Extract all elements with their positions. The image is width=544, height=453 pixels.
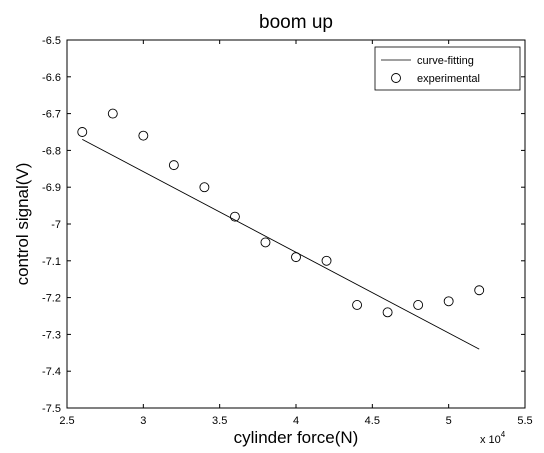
experimental-point [382, 307, 393, 318]
y-tick-label: -6.9 [42, 182, 61, 194]
y-tick-label: -7.5 [42, 403, 61, 415]
x-tick-label: 5 [446, 415, 452, 427]
x-tick-label: 3.5 [212, 415, 227, 427]
curve-fitting-series [82, 138, 480, 350]
y-tick-label: -7.4 [42, 366, 61, 378]
y-tick-label: -7 [51, 219, 61, 231]
legend: curve-fitting experimental [374, 46, 521, 91]
experimental-point [413, 300, 424, 310]
axis-ticks: 2.5 3 3.5 4 4.5 5 5.5 -6.5 -6.6 -6.7 -6.8 -6.9 -7 -7.… [42, 35, 533, 427]
y-tick-label: -7.3 [42, 329, 61, 341]
y-axis-label: control signal(V) [13, 163, 32, 286]
experimental-point [199, 182, 210, 193]
legend-marker-swatch [391, 73, 401, 83]
legend-box [374, 46, 521, 91]
curve-fitting-line [82, 138, 480, 350]
plot-area [66, 39, 526, 409]
experimental-point [291, 252, 301, 263]
experimental-point [168, 160, 179, 171]
experimental-point [77, 127, 88, 137]
experimental-point [260, 237, 271, 248]
y-tick-label: -7.1 [42, 256, 61, 268]
legend-label-experimental: experimental [417, 73, 480, 85]
experimental-series [77, 108, 485, 318]
x-tick-label: 4 [293, 415, 299, 427]
x-tick-label: 2.5 [59, 415, 74, 427]
x-multiplier-exponent: 4 [501, 430, 506, 439]
experimental-point [321, 255, 332, 266]
chart-title: boom up [259, 12, 333, 33]
y-tick-label: -7.2 [42, 293, 61, 305]
y-tick-label: -6.5 [42, 35, 61, 47]
experimental-point [443, 296, 454, 307]
x-tick-label: 5.5 [517, 415, 532, 427]
experimental-point [352, 300, 363, 310]
x-multiplier-base: x 10 [480, 434, 501, 446]
legend-label-curve-fitting: curve-fitting [417, 55, 474, 67]
experimental-point [229, 211, 240, 222]
y-tick-label: -6.8 [42, 145, 61, 157]
x-tick-label: 3 [140, 415, 146, 427]
experimental-point [138, 130, 149, 141]
y-tick-label: -6.7 [42, 109, 61, 121]
x-tick-label: 4.5 [365, 415, 380, 427]
x-axis-multiplier: x 104 [480, 430, 506, 446]
experimental-point [474, 285, 485, 296]
y-tick-label: -6.6 [42, 72, 61, 84]
experimental-point [107, 108, 118, 119]
x-axis-label: cylinder force(N) [234, 428, 359, 447]
